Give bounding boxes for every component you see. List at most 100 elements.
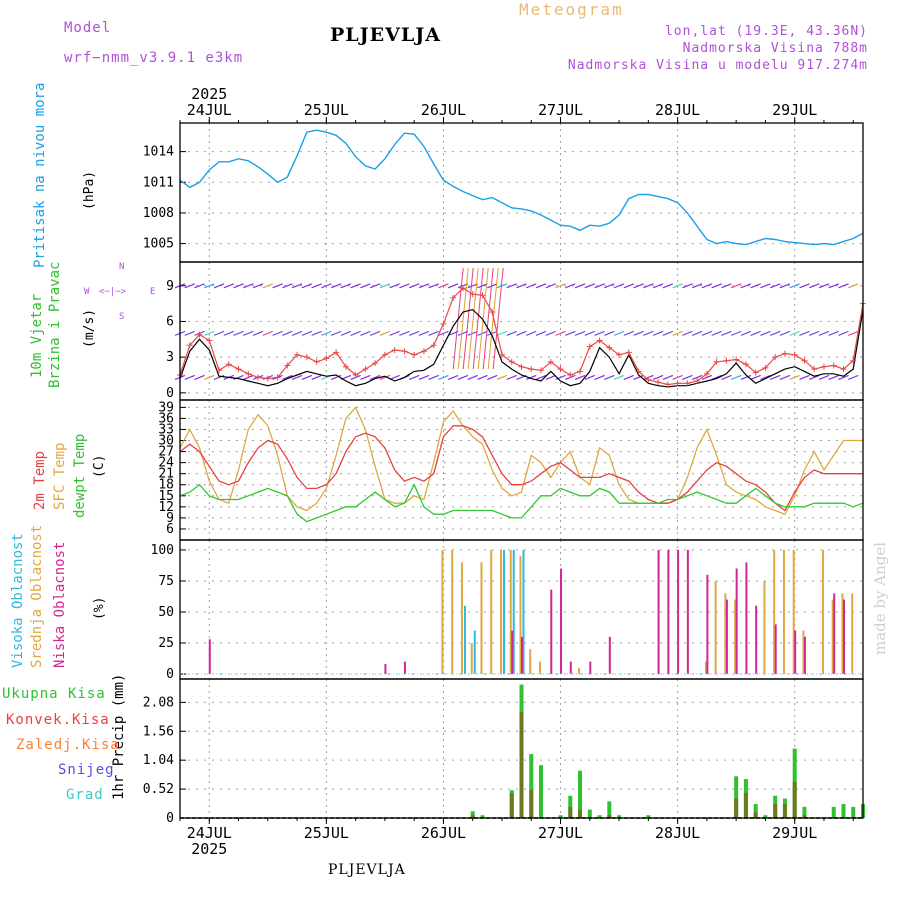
wind-gust-marker	[303, 354, 310, 361]
wind-gust-marker	[450, 294, 457, 301]
wind-gust-marker	[840, 366, 847, 373]
wind-barb	[613, 374, 625, 380]
wind-barb	[662, 283, 674, 289]
model-name: wrf−nmm_v3.9.1 e3km	[64, 50, 244, 66]
bottom-day-label: 29JUL	[772, 824, 817, 842]
wind-gust-marker	[235, 366, 242, 373]
wind-gust-marker	[703, 370, 710, 377]
wind-gust-marker	[440, 320, 447, 327]
low-cloud-bar	[657, 549, 660, 675]
wind-barb	[262, 330, 274, 336]
wind-barb	[369, 283, 381, 289]
low-cloud-bar	[667, 549, 670, 675]
wind-barb	[447, 374, 459, 380]
wind-barb	[643, 330, 654, 336]
low-cloud-bar	[403, 661, 406, 675]
wind-barb	[701, 283, 713, 289]
total-precip-bar	[734, 776, 739, 818]
mid-cloud-bar	[782, 549, 785, 675]
low-cloud-bar	[774, 624, 777, 675]
wind-barb	[604, 283, 615, 289]
wind-barb	[428, 374, 439, 380]
wind-barb	[379, 283, 391, 289]
wind-barb	[545, 330, 556, 336]
mid-cloud-bar	[509, 549, 512, 675]
wind-gust-marker	[274, 374, 281, 381]
location-title: PLJEVLJA	[330, 24, 441, 46]
wind-gust-marker	[820, 363, 827, 370]
mid-cloud-bar	[490, 549, 493, 675]
low-cloud-bar	[550, 589, 553, 675]
wind-barb	[652, 374, 664, 380]
wind-barb	[574, 374, 586, 380]
wind-gust-marker	[225, 361, 232, 368]
wind-barb	[301, 374, 313, 380]
wind-barb	[613, 283, 625, 289]
wind-gust-marker	[508, 358, 515, 365]
low-cloud-bar	[511, 630, 514, 675]
temp-ytick-label: 15	[158, 489, 174, 504]
total-precip-bar	[539, 765, 544, 818]
wind-barb	[623, 374, 635, 380]
wind-barb	[701, 330, 713, 336]
wind-gust-marker	[459, 285, 466, 292]
wind-barb	[594, 374, 605, 380]
wind-barb	[379, 374, 391, 380]
wind-gust-marker	[469, 291, 476, 298]
wind-barb	[350, 330, 361, 336]
temp-ytick-label: 36	[158, 411, 174, 426]
wind-barb	[584, 283, 596, 289]
wind-barb	[672, 283, 683, 289]
wind-gust-marker	[323, 355, 330, 362]
wind-barb	[691, 330, 703, 336]
wind-barb	[467, 374, 478, 380]
compass-w: W	[84, 287, 90, 297]
wind-barb	[808, 283, 820, 289]
wind-barb	[652, 283, 664, 289]
mid-cloud-bar	[529, 649, 532, 675]
wind-gust-marker	[567, 372, 574, 379]
temp-panel-frame	[179, 399, 864, 541]
convective-precip-bar	[568, 806, 573, 818]
temp-ytick-label: 33	[158, 422, 174, 437]
wind-barb	[535, 283, 547, 289]
wind-barb	[721, 283, 732, 289]
total-precip-bar	[597, 815, 602, 818]
top-day-label: 24JUL	[187, 101, 232, 119]
wind-barb	[506, 283, 517, 289]
total-precip-bar	[851, 806, 856, 818]
legend-convective-rain: Konvek.Kisa	[6, 712, 110, 728]
wind-barb	[848, 330, 859, 336]
convective-precip-bar	[578, 809, 583, 818]
wind-gust-marker	[596, 337, 603, 344]
wind-barb	[262, 283, 274, 289]
convective-precip-bar	[773, 804, 778, 818]
cloud-ytick-label: 50	[158, 605, 174, 620]
wind-strong-hatch	[492, 267, 504, 370]
wind-gust-marker	[372, 360, 379, 367]
wind-barb	[555, 283, 566, 289]
wind-gust-marker	[674, 380, 681, 387]
wind-barb	[682, 283, 693, 289]
wind-barb	[447, 283, 459, 289]
wind-gust-marker	[479, 292, 486, 299]
wind-barb	[233, 330, 244, 336]
wind-barb	[565, 283, 576, 289]
wind-gust-marker	[216, 367, 223, 374]
temp-ytick-label: 21	[158, 467, 174, 482]
wind-barb	[760, 283, 771, 289]
bottom-day-label: 27JUL	[538, 824, 583, 842]
wind-barb	[389, 330, 400, 336]
wind-barb	[652, 330, 664, 336]
wind-barb	[535, 374, 547, 380]
wind-barb	[526, 330, 537, 336]
low-cloud-bar	[803, 636, 806, 675]
temp-ytick-label: 9	[166, 511, 174, 526]
wind-gust-marker	[284, 362, 291, 369]
wind-barb	[330, 374, 342, 380]
wind-barb	[789, 374, 800, 380]
wind-barb	[194, 374, 205, 380]
wind-barb	[662, 374, 674, 380]
wind-barb	[379, 330, 391, 336]
wind-barb	[838, 283, 849, 289]
